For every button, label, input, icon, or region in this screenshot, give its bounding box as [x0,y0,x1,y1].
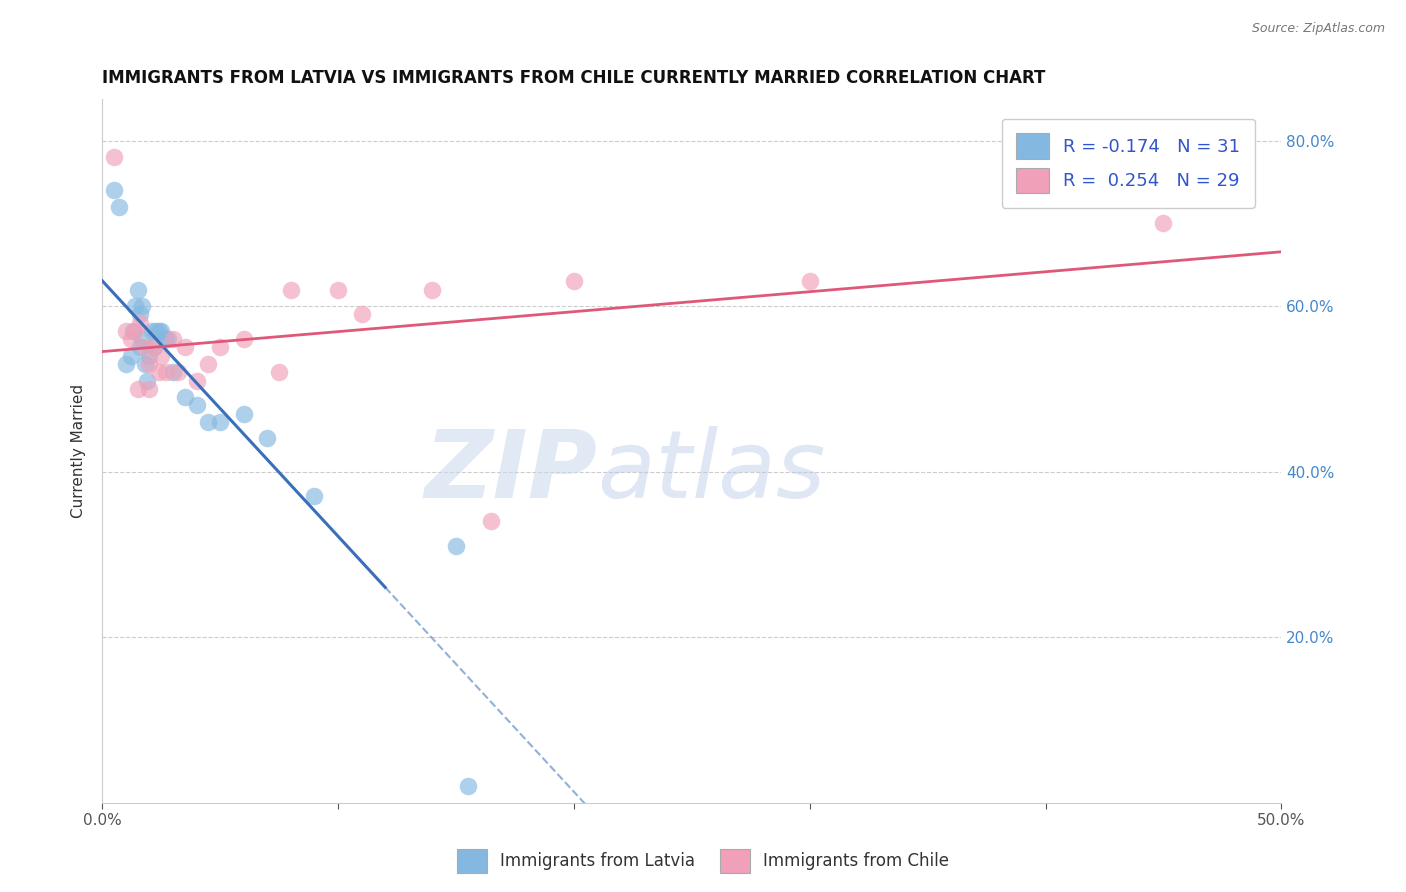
Point [127,382,149,396]
Point [173,340,195,354]
Point [799,274,821,288]
Point [209,340,232,354]
Point [124,299,146,313]
Point [155,365,177,379]
Point [162,332,184,346]
Point [107,200,129,214]
Point [350,307,373,321]
Point [120,349,142,363]
Point [129,340,152,354]
Point [562,274,585,288]
Point [479,514,502,528]
Point [124,324,146,338]
Point [186,374,208,388]
Point [173,390,195,404]
Point [280,283,302,297]
Point [150,324,173,338]
Point [1153,216,1175,230]
Text: Source: ZipAtlas.com: Source: ZipAtlas.com [1251,22,1385,36]
Point [444,539,467,553]
Point [131,332,153,346]
Point [232,332,254,346]
Point [197,357,219,371]
Point [256,432,278,446]
Point [232,407,254,421]
Point [136,374,159,388]
Point [155,332,177,346]
Text: atlas: atlas [598,426,825,517]
Point [129,307,152,321]
Legend: R = -0.174   N = 31, R =  0.254   N = 29: R = -0.174 N = 31, R = 0.254 N = 29 [1002,119,1254,208]
Point [138,349,160,363]
Point [145,324,167,338]
Point [134,357,156,371]
Point [129,316,152,330]
Point [422,283,444,297]
Point [162,365,184,379]
Point [122,324,145,338]
Point [186,398,208,412]
Point [103,150,125,164]
Text: IMMIGRANTS FROM LATVIA VS IMMIGRANTS FROM CHILE CURRENTLY MARRIED CORRELATION CH: IMMIGRANTS FROM LATVIA VS IMMIGRANTS FRO… [103,69,1046,87]
Point [148,324,170,338]
Point [209,415,232,429]
Text: ZIP: ZIP [425,426,598,518]
Point [166,365,188,379]
Point [127,283,149,297]
Point [143,340,166,354]
Point [141,324,163,338]
Point [103,183,125,197]
Point [120,332,142,346]
Point [143,340,166,354]
Y-axis label: Currently Married: Currently Married [72,384,86,518]
Point [131,299,153,313]
Point [326,283,349,297]
Point [134,340,156,354]
Point [148,365,170,379]
Point [138,357,160,371]
Legend: Immigrants from Latvia, Immigrants from Chile: Immigrants from Latvia, Immigrants from … [450,842,956,880]
Point [114,357,136,371]
Point [304,489,326,503]
Point [138,382,160,396]
Point [150,349,173,363]
Point [197,415,219,429]
Point [267,365,290,379]
Point [457,779,479,793]
Point [114,324,136,338]
Point [157,332,180,346]
